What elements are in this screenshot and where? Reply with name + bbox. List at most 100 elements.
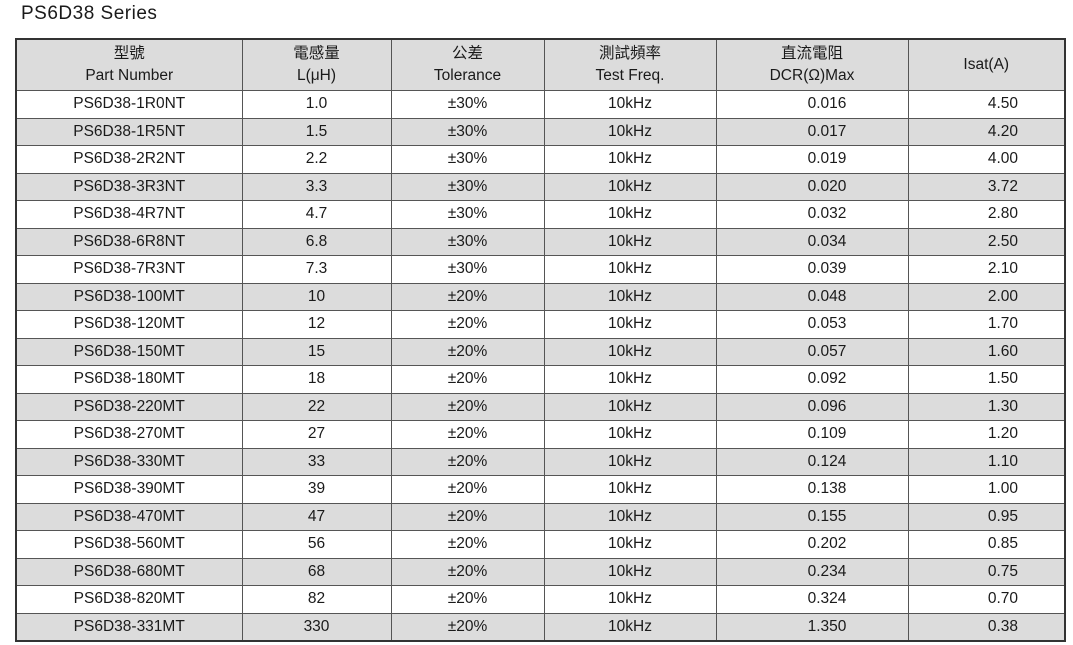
cell-isat: 0.70 (907, 585, 1066, 614)
cell-isat: 2.80 (907, 200, 1066, 229)
cell-part-number: PS6D38-150MT (15, 337, 243, 366)
cell-tolerance: ±20% (390, 530, 545, 559)
cell-tolerance: ±30% (390, 227, 545, 256)
table-row: PS6D38-1R5NT 1.5 ±30% 10kHz 0.017 4.20 (15, 117, 1066, 146)
cell-inductance: 4.7 (241, 200, 392, 229)
cell-test-freq: 10kHz (543, 255, 717, 284)
cell-tolerance: ±30% (390, 145, 545, 174)
cell-tolerance: ±20% (390, 310, 545, 339)
cell-part-number: PS6D38-1R0NT (15, 90, 243, 119)
cell-tolerance: ±30% (390, 200, 545, 229)
cell-isat: 1.60 (907, 337, 1066, 366)
cell-dcr: 0.017 (715, 117, 909, 146)
table-row: PS6D38-150MT 15 ±20% 10kHz 0.057 1.60 (15, 337, 1066, 366)
cell-dcr: 0.020 (715, 172, 909, 201)
cell-part-number: PS6D38-470MT (15, 502, 243, 531)
cell-part-number: PS6D38-560MT (15, 530, 243, 559)
cell-inductance: 68 (241, 557, 392, 586)
cell-inductance: 330 (241, 612, 392, 642)
cell-isat: 4.00 (907, 145, 1066, 174)
spec-table: 型號 Part Number 電感量 L(μH) 公差 Tolerance 測試頻率 Test… (15, 38, 1066, 642)
cell-part-number: PS6D38-270MT (15, 420, 243, 449)
cell-tolerance: ±20% (390, 475, 545, 504)
cell-inductance: 1.0 (241, 90, 392, 119)
cell-test-freq: 10kHz (543, 612, 717, 642)
cell-test-freq: 10kHz (543, 282, 717, 311)
cell-dcr: 0.048 (715, 282, 909, 311)
table-row: PS6D38-6R8NT 6.8 ±30% 10kHz 0.034 2.50 (15, 227, 1066, 256)
cell-inductance: 39 (241, 475, 392, 504)
table-row: PS6D38-7R3NT 7.3 ±30% 10kHz 0.039 2.10 (15, 255, 1066, 284)
cell-inductance: 6.8 (241, 227, 392, 256)
cell-tolerance: ±30% (390, 255, 545, 284)
table-row: PS6D38-331MT 330 ±20% 10kHz 1.350 0.38 (15, 612, 1066, 642)
table-row: PS6D38-560MT 56 ±20% 10kHz 0.202 0.85 (15, 530, 1066, 559)
header-zh: 公差 (451, 45, 483, 62)
cell-isat: 1.70 (907, 310, 1066, 339)
cell-isat: 0.85 (907, 530, 1066, 559)
cell-test-freq: 10kHz (543, 227, 717, 256)
cell-tolerance: ±20% (390, 585, 545, 614)
header-zh: 型號 (113, 45, 145, 62)
table-row: PS6D38-220MT 22 ±20% 10kHz 0.096 1.30 (15, 392, 1066, 421)
cell-test-freq: 10kHz (543, 200, 717, 229)
cell-isat: 1.20 (907, 420, 1066, 449)
cell-part-number: PS6D38-331MT (15, 612, 243, 642)
cell-part-number: PS6D38-330MT (15, 447, 243, 476)
cell-part-number: PS6D38-100MT (15, 282, 243, 311)
cell-isat: 3.72 (907, 172, 1066, 201)
cell-dcr: 0.109 (715, 420, 909, 449)
cell-inductance: 22 (241, 392, 392, 421)
cell-dcr: 0.155 (715, 502, 909, 531)
header-zh: 直流電阻 (780, 45, 843, 62)
header-en: L(μH) (296, 67, 337, 84)
cell-dcr: 0.096 (715, 392, 909, 421)
cell-isat: 1.30 (907, 392, 1066, 421)
header-en: Test Freq. (595, 67, 665, 84)
cell-dcr: 0.234 (715, 557, 909, 586)
cell-part-number: PS6D38-4R7NT (15, 200, 243, 229)
header-zh: 測試頻率 (598, 45, 661, 62)
cell-dcr: 0.039 (715, 255, 909, 284)
cell-isat: 0.38 (907, 612, 1066, 642)
cell-dcr: 1.350 (715, 612, 909, 642)
table-row: PS6D38-100MT 10 ±20% 10kHz 0.048 2.00 (15, 282, 1066, 311)
cell-test-freq: 10kHz (543, 117, 717, 146)
table-row: PS6D38-680MT 68 ±20% 10kHz 0.234 0.75 (15, 557, 1066, 586)
cell-tolerance: ±30% (390, 172, 545, 201)
cell-isat: 1.10 (907, 447, 1066, 476)
cell-dcr: 0.324 (715, 585, 909, 614)
cell-inductance: 10 (241, 282, 392, 311)
table-row: PS6D38-330MT 33 ±20% 10kHz 0.124 1.10 (15, 447, 1066, 476)
table-row: PS6D38-120MT 12 ±20% 10kHz 0.053 1.70 (15, 310, 1066, 339)
cell-inductance: 7.3 (241, 255, 392, 284)
cell-inductance: 2.2 (241, 145, 392, 174)
cell-dcr: 0.034 (715, 227, 909, 256)
cell-part-number: PS6D38-3R3NT (15, 172, 243, 201)
header-row: 型號 Part Number 電感量 L(μH) 公差 Tolerance 測試頻率 Test… (15, 38, 1066, 91)
table-row: PS6D38-180MT 18 ±20% 10kHz 0.092 1.50 (15, 365, 1066, 394)
cell-tolerance: ±20% (390, 447, 545, 476)
cell-test-freq: 10kHz (543, 337, 717, 366)
cell-dcr: 0.138 (715, 475, 909, 504)
cell-test-freq: 10kHz (543, 447, 717, 476)
cell-isat: 4.20 (907, 117, 1066, 146)
cell-tolerance: ±20% (390, 392, 545, 421)
cell-tolerance: ±20% (390, 557, 545, 586)
cell-part-number: PS6D38-680MT (15, 557, 243, 586)
cell-part-number: PS6D38-6R8NT (15, 227, 243, 256)
table-row: PS6D38-3R3NT 3.3 ±30% 10kHz 0.020 3.72 (15, 172, 1066, 201)
cell-test-freq: 10kHz (543, 420, 717, 449)
table-row: PS6D38-1R0NT 1.0 ±30% 10kHz 0.016 4.50 (15, 90, 1066, 119)
header-zh: 電感量 (293, 45, 340, 62)
cell-test-freq: 10kHz (543, 530, 717, 559)
cell-inductance: 18 (241, 365, 392, 394)
series-title: PS6D38 Series (21, 3, 158, 24)
cell-inductance: 82 (241, 585, 392, 614)
cell-test-freq: 10kHz (543, 585, 717, 614)
cell-part-number: PS6D38-7R3NT (15, 255, 243, 284)
cell-inductance: 1.5 (241, 117, 392, 146)
cell-test-freq: 10kHz (543, 145, 717, 174)
cell-inductance: 3.3 (241, 172, 392, 201)
cell-dcr: 0.053 (715, 310, 909, 339)
